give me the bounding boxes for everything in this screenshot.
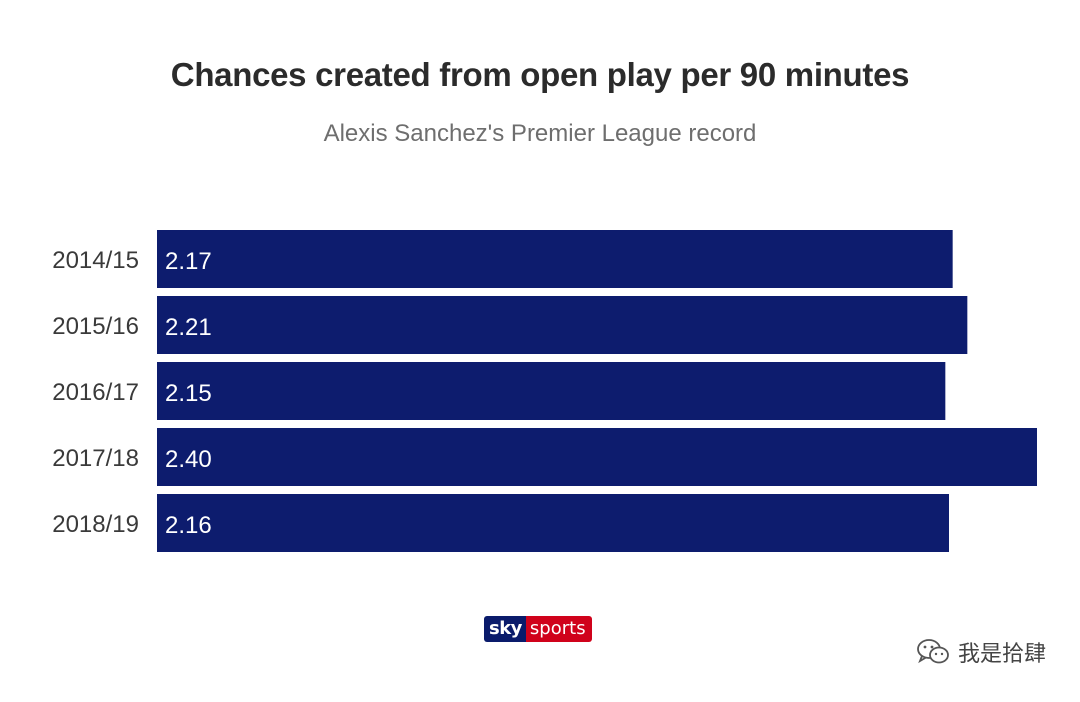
bar-2014-15 bbox=[157, 230, 953, 288]
bar-value-label: 2.17 bbox=[165, 248, 212, 275]
chart-title: Chances created from open play per 90 mi… bbox=[170, 56, 910, 93]
category-label: 2014/15 bbox=[52, 247, 139, 274]
bar-value-label: 2.40 bbox=[165, 446, 212, 473]
bar-2016-17 bbox=[157, 362, 946, 420]
category-label: 2017/18 bbox=[52, 445, 139, 472]
bar-2018-19 bbox=[157, 494, 949, 552]
bar-value-label: 2.21 bbox=[165, 314, 212, 341]
watermark-text: 我是拾肆 bbox=[957, 642, 1046, 667]
logo-sky-text: sky bbox=[484, 616, 526, 642]
bar-2015-16 bbox=[157, 296, 968, 354]
sky-sports-logo: sky sports bbox=[484, 616, 592, 642]
chart-subtitle: Alexis Sanchez's Premier League record bbox=[323, 120, 757, 147]
logo-sports-text: sports bbox=[525, 616, 592, 642]
watermark: 我是拾肆 bbox=[916, 636, 1046, 668]
wechat-bubble-icon bbox=[916, 638, 950, 666]
bar-value-label: 2.16 bbox=[165, 512, 212, 539]
category-label: 2018/19 bbox=[52, 511, 139, 538]
category-label: 2015/16 bbox=[52, 313, 139, 340]
bar-2017-18 bbox=[157, 428, 1037, 486]
category-label: 2016/17 bbox=[52, 379, 139, 406]
bar-value-label: 2.15 bbox=[165, 380, 212, 407]
